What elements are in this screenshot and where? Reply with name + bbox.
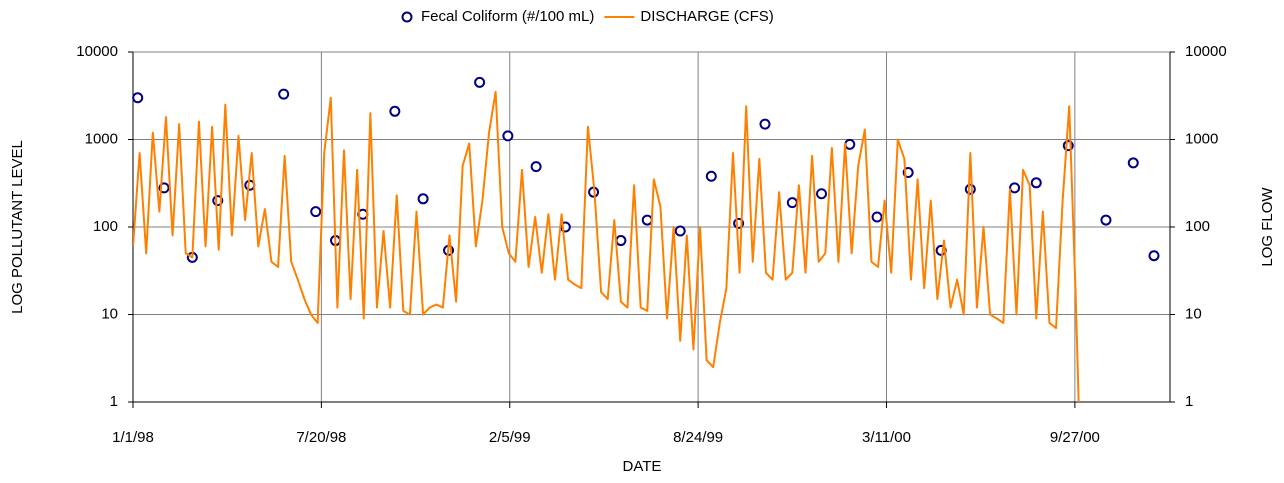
scatter-point [674,225,686,237]
scatter-point [871,211,883,223]
y2-tick-label: 1 [1185,393,1193,410]
y2-axis-label: LOG FLOW [1259,187,1276,267]
y-tick-label: 10000 [76,43,118,60]
y-tick-label: 1000 [85,130,118,147]
x-tick-label: 1/1/98 [112,429,154,446]
scatter-point [786,197,798,209]
scatter-point [310,206,322,218]
x-axis-label: DATE [623,458,662,475]
y2-tick-label: 1000 [1185,130,1218,147]
scatter-point [705,170,717,182]
x-tick-label: 7/20/98 [296,429,346,446]
x-tick-label: 9/27/00 [1050,429,1100,446]
scatter-point [389,105,401,117]
scatter-point [964,183,976,195]
discharge-line [133,90,1080,403]
scatter-point [278,88,290,100]
scatter-point [759,118,771,130]
x-tick-label: 3/11/00 [862,429,911,446]
scatter-point [502,130,514,142]
y-tick-label: 1 [110,393,118,410]
scatter-point [816,188,828,200]
scatter-point [844,138,856,150]
x-tick-label: 8/24/99 [673,429,723,446]
scatter-point [1127,157,1139,169]
scatter-point [615,235,627,247]
legend-marker [401,11,413,23]
y2-tick-label: 10 [1185,305,1202,322]
legend-label: Fecal Coliform (#/100 mL) [421,8,594,25]
y-tick-label: 100 [93,218,118,235]
scatter-point [1009,182,1021,194]
scatter-point [1030,177,1042,189]
y2-tick-label: 100 [1185,218,1210,235]
scatter-point [530,161,542,173]
scatter-point [132,92,144,104]
scatter-point [1148,250,1160,262]
legend-label: DISCHARGE (CFS) [640,8,773,25]
scatter-point [641,214,653,226]
scatter-point [417,193,429,205]
y-axis-label: LOG POLLUTANT LEVEL [9,140,26,314]
scatter-point [1100,214,1112,226]
scatter-point [474,76,486,88]
y-tick-label: 10 [101,305,118,322]
x-tick-label: 2/5/99 [489,429,531,446]
y2-tick-label: 10000 [1185,43,1227,60]
